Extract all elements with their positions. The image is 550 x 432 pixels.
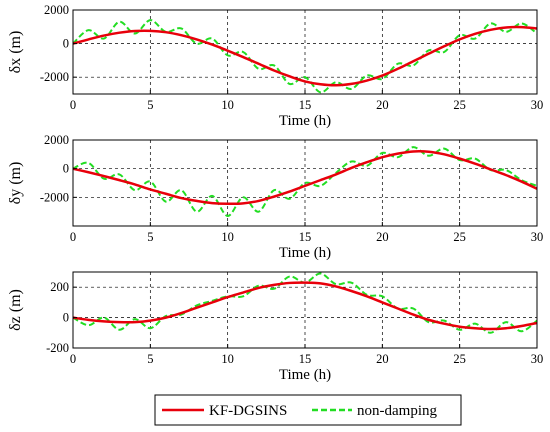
dx-xlabel: Time (h) bbox=[279, 113, 331, 129]
dz-xtick-label-20: 20 bbox=[376, 352, 389, 366]
dz-xtick-label-10: 10 bbox=[221, 352, 234, 366]
dx-ytick-label--2000: -2000 bbox=[40, 70, 69, 84]
legend: KF-DGSINS non-damping bbox=[154, 394, 462, 426]
dx-ytick-label-0: 0 bbox=[63, 37, 69, 51]
dz-xtick-label-5: 5 bbox=[147, 352, 153, 366]
dx-xtick-label-30: 30 bbox=[531, 98, 544, 112]
dy-xtick-label-5: 5 bbox=[147, 230, 153, 244]
dz-ylabel: δz (m) bbox=[7, 289, 24, 331]
dx-series-kf-dgsins bbox=[73, 25, 537, 87]
dy-series-kf-dgsins bbox=[73, 150, 537, 206]
dz-series-kf-dgsins bbox=[73, 281, 537, 331]
dz-xtick-label-25: 25 bbox=[453, 352, 466, 366]
dx-xtick-label-25: 25 bbox=[453, 98, 466, 112]
dx-xtick-label-10: 10 bbox=[221, 98, 234, 112]
dy-xtick-label-10: 10 bbox=[221, 230, 234, 244]
dx-ytick-label-2000: 2000 bbox=[44, 3, 69, 17]
dy-xtick-label-0: 0 bbox=[70, 230, 76, 244]
dy-ytick-label--2000: -2000 bbox=[40, 190, 69, 204]
dy-ytick-label-0: 0 bbox=[63, 162, 69, 176]
dy-ytick-label-2000: 2000 bbox=[44, 133, 69, 147]
dz-xtick-label-30: 30 bbox=[531, 352, 544, 366]
dz-xlabel: Time (h) bbox=[279, 367, 331, 383]
dx-xtick-label-15: 15 bbox=[299, 98, 312, 112]
dx-series-non-damping bbox=[73, 19, 537, 94]
dy-xlabel: Time (h) bbox=[279, 245, 331, 261]
dz-ytick-label--200: -200 bbox=[46, 341, 69, 355]
dy-xtick-label-20: 20 bbox=[376, 230, 389, 244]
dx-xtick-label-0: 0 bbox=[70, 98, 76, 112]
panel-dy: 0 5 10 15 20 25 30 -2000 0 2000 Time (h) δy (m) bbox=[7, 133, 543, 261]
dy-xtick-label-25: 25 bbox=[453, 230, 466, 244]
dz-ytick-label-0: 0 bbox=[63, 311, 69, 325]
dy-xtick-label-15: 15 bbox=[299, 230, 312, 244]
legend-label-non-damping: non-damping bbox=[357, 403, 437, 419]
dy-ylabel: δy (m) bbox=[7, 162, 24, 205]
dx-ylabel: δx (m) bbox=[7, 31, 24, 74]
dx-xtick-label-5: 5 bbox=[147, 98, 153, 112]
dx-xtick-label-20: 20 bbox=[376, 98, 389, 112]
dy-series-non-damping bbox=[73, 146, 537, 217]
dz-xtick-label-15: 15 bbox=[299, 352, 312, 366]
dz-xtick-label-0: 0 bbox=[70, 352, 76, 366]
legend-box bbox=[154, 394, 462, 426]
legend-label-kf-dgsins: KF-DGSINS bbox=[209, 403, 287, 419]
dz-ytick-label-200: 200 bbox=[50, 280, 69, 294]
dy-xtick-label-30: 30 bbox=[531, 230, 544, 244]
